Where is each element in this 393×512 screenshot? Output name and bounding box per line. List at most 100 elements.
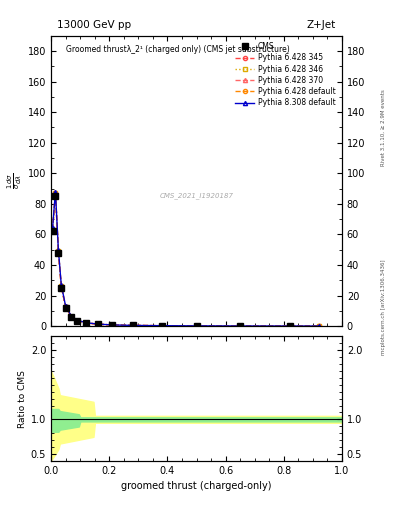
Y-axis label: $\frac{1}{\sigma}\frac{d\sigma}{d\lambda}$: $\frac{1}{\sigma}\frac{d\sigma}{d\lambda…: [6, 173, 24, 189]
CMS: [50, 228, 55, 234]
Pythia 8.308 default: [53, 188, 58, 195]
Pythia 6.428 346: [56, 248, 61, 254]
Pythia 6.428 default: [316, 323, 321, 329]
Pythia 6.428 370: [287, 323, 292, 329]
Pythia 6.428 default: [95, 321, 100, 327]
Pythia 6.428 345: [316, 323, 321, 329]
Pythia 8.308 default: [316, 323, 321, 329]
Pythia 6.428 346: [69, 313, 74, 319]
Pythia 6.428 default: [59, 283, 64, 289]
CMS: [110, 322, 114, 328]
Text: mcplots.cern.ch [arXiv:1306.3436]: mcplots.cern.ch [arXiv:1306.3436]: [381, 260, 386, 355]
CMS: [56, 250, 61, 256]
Pythia 6.428 346: [238, 323, 242, 329]
Text: Rivet 3.1.10, ≥ 2.9M events: Rivet 3.1.10, ≥ 2.9M events: [381, 90, 386, 166]
Pythia 6.428 346: [316, 323, 321, 329]
Pythia 8.308 default: [95, 321, 100, 327]
Pythia 8.308 default: [110, 322, 114, 328]
Pythia 6.428 346: [84, 320, 88, 326]
Pythia 6.428 370: [69, 313, 74, 319]
CMS: [130, 323, 135, 329]
Pythia 6.428 default: [53, 190, 58, 196]
Pythia 6.428 370: [159, 323, 164, 329]
Line: Pythia 6.428 346: Pythia 6.428 346: [50, 191, 321, 328]
CMS: [59, 285, 64, 291]
Pythia 6.428 default: [50, 227, 55, 233]
Pythia 6.428 345: [50, 227, 55, 233]
CMS: [69, 314, 74, 320]
Pythia 6.428 345: [287, 323, 292, 329]
Pythia 6.428 345: [75, 317, 80, 324]
Pythia 6.428 345: [110, 322, 114, 328]
Pythia 6.428 345: [69, 313, 74, 319]
Pythia 6.428 346: [159, 323, 164, 329]
Pythia 6.428 370: [59, 283, 64, 289]
Pythia 6.428 default: [194, 323, 199, 329]
Pythia 6.428 345: [130, 323, 135, 329]
Pythia 6.428 370: [63, 304, 68, 310]
Pythia 6.428 370: [110, 322, 114, 328]
Pythia 6.428 345: [238, 323, 242, 329]
Pythia 6.428 346: [53, 190, 58, 196]
Pythia 8.308 default: [84, 319, 88, 326]
Line: Pythia 8.308 default: Pythia 8.308 default: [50, 189, 321, 328]
Pythia 6.428 default: [110, 322, 114, 328]
Pythia 6.428 345: [194, 323, 199, 329]
Pythia 6.428 default: [69, 313, 74, 319]
Pythia 6.428 345: [63, 304, 68, 310]
Pythia 6.428 370: [56, 248, 61, 254]
Pythia 6.428 346: [50, 227, 55, 233]
Pythia 8.308 default: [75, 317, 80, 323]
Pythia 6.428 370: [238, 323, 242, 329]
Text: CMS_2021_I1920187: CMS_2021_I1920187: [160, 192, 233, 199]
Line: Pythia 6.428 370: Pythia 6.428 370: [50, 191, 321, 328]
Pythia 6.428 370: [95, 321, 100, 327]
Pythia 6.428 default: [287, 323, 292, 329]
X-axis label: groomed thrust (charged-only): groomed thrust (charged-only): [121, 481, 272, 491]
Pythia 6.428 370: [84, 320, 88, 326]
Line: Pythia 6.428 345: Pythia 6.428 345: [50, 191, 321, 328]
CMS: [287, 323, 292, 329]
Pythia 6.428 default: [130, 323, 135, 329]
Pythia 6.428 370: [130, 323, 135, 329]
CMS: [53, 193, 58, 199]
Pythia 8.308 default: [50, 225, 55, 231]
Pythia 6.428 346: [75, 317, 80, 324]
CMS: [95, 321, 100, 327]
Pythia 8.308 default: [130, 323, 135, 329]
Pythia 8.308 default: [69, 313, 74, 319]
Pythia 6.428 345: [56, 248, 61, 254]
Pythia 6.428 346: [63, 304, 68, 310]
Pythia 6.428 345: [95, 321, 100, 327]
Pythia 6.428 default: [56, 248, 61, 254]
Pythia 6.428 346: [194, 323, 199, 329]
Text: Z+Jet: Z+Jet: [307, 20, 336, 30]
Pythia 6.428 346: [130, 323, 135, 329]
Pythia 6.428 370: [50, 227, 55, 233]
Pythia 8.308 default: [56, 247, 61, 253]
Pythia 8.308 default: [194, 323, 199, 329]
CMS: [84, 320, 88, 326]
CMS: [159, 323, 164, 329]
Pythia 6.428 default: [159, 323, 164, 329]
Pythia 6.428 345: [84, 320, 88, 326]
Text: Groomed thrustλ_2¹ (charged only) (CMS jet substructure): Groomed thrustλ_2¹ (charged only) (CMS j…: [66, 45, 289, 54]
Pythia 8.308 default: [238, 323, 242, 329]
Pythia 6.428 370: [53, 190, 58, 196]
Pythia 8.308 default: [63, 303, 68, 309]
Pythia 6.428 345: [59, 283, 64, 289]
Pythia 6.428 346: [287, 323, 292, 329]
CMS: [63, 305, 68, 311]
Pythia 6.428 346: [110, 322, 114, 328]
Pythia 8.308 default: [287, 323, 292, 329]
Pythia 6.428 default: [84, 320, 88, 326]
Pythia 6.428 345: [53, 190, 58, 196]
Pythia 6.428 345: [159, 323, 164, 329]
Y-axis label: Ratio to CMS: Ratio to CMS: [18, 370, 27, 428]
Pythia 6.428 default: [75, 317, 80, 324]
Legend: CMS, Pythia 6.428 345, Pythia 6.428 346, Pythia 6.428 370, Pythia 6.428 default,: CMS, Pythia 6.428 345, Pythia 6.428 346,…: [233, 39, 338, 110]
Pythia 6.428 370: [316, 323, 321, 329]
Line: CMS: CMS: [50, 194, 292, 329]
Pythia 6.428 default: [238, 323, 242, 329]
CMS: [194, 323, 199, 329]
